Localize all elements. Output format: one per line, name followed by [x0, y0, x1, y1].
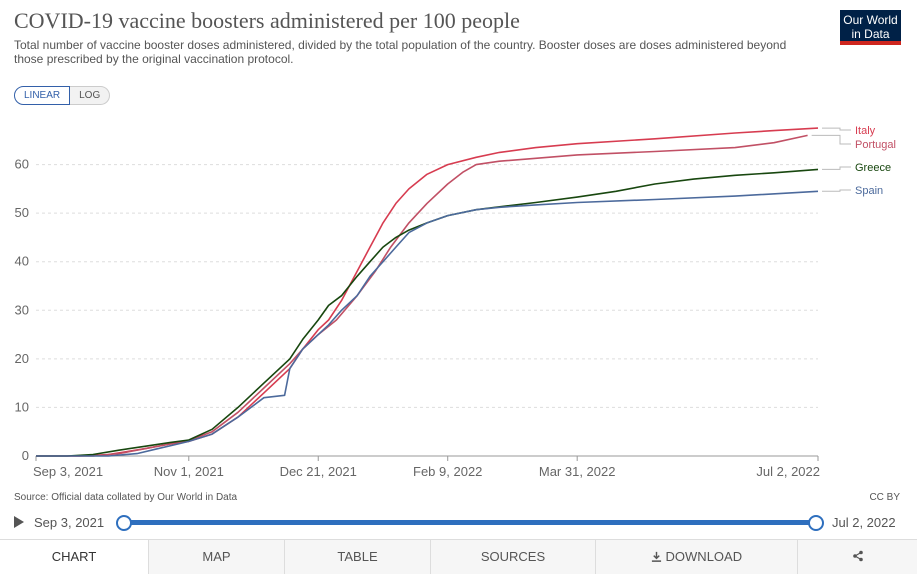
tab-map[interactable]: MAP: [148, 540, 284, 574]
y-tick-label: 0: [22, 448, 29, 463]
tab-bar: CHART MAP TABLE SOURCES DOWNLOAD: [0, 539, 917, 574]
download-label: DOWNLOAD: [665, 549, 743, 564]
chart-subtitle: Total number of vaccine booster doses ad…: [14, 38, 787, 66]
legend-connector: [822, 127, 851, 131]
logo-line-1: Our World: [843, 13, 898, 27]
tab-chart[interactable]: CHART: [0, 540, 148, 574]
license-link[interactable]: CC BY: [869, 492, 900, 503]
timeline-start-handle[interactable]: [116, 515, 132, 531]
x-axis: Sep 3, 2021 Nov 1, 2021 Dec 21, 2021 Feb 9,…: [33, 456, 820, 479]
play-icon[interactable]: [14, 516, 24, 528]
series-line-italy: [36, 127, 819, 457]
x-tick-label: Mar 31, 2022: [539, 464, 616, 479]
y-tick-label: 60: [15, 157, 29, 172]
x-tick-label: Dec 21, 2021: [280, 464, 357, 479]
series-line-portugal: [36, 134, 808, 457]
legend-connector: [811, 134, 851, 145]
linear-scale-button[interactable]: LINEAR: [14, 86, 71, 105]
gridlines: [36, 164, 818, 457]
scale-toggle: LINEAR LOG: [14, 86, 111, 105]
logo-line-2: in Data: [851, 27, 890, 41]
x-tick-label: Feb 9, 2022: [413, 464, 482, 479]
owid-logo[interactable]: Our World in Data: [840, 10, 901, 45]
tab-table[interactable]: TABLE: [284, 540, 430, 574]
timeline-track[interactable]: [123, 520, 815, 525]
legend-connector: [822, 166, 851, 170]
legend-label-portugal: Portugal: [855, 139, 896, 151]
series-lines: [36, 127, 819, 457]
y-tick-label: 20: [15, 351, 29, 366]
legend-label-greece: Greece: [855, 162, 891, 174]
legend-label-italy: Italy: [855, 125, 876, 137]
y-axis: 0 10 20 30 40 50 60: [15, 157, 29, 463]
y-tick-label: 50: [15, 205, 29, 220]
timeline: Sep 3, 2021 Jul 2, 2022: [0, 512, 917, 534]
log-scale-button[interactable]: LOG: [70, 86, 111, 105]
series-line-greece: [36, 168, 819, 457]
timeline-end-label: Jul 2, 2022: [832, 515, 896, 530]
legend-label-spain: Spain: [855, 185, 883, 197]
x-tick-label: Jul 2, 2022: [756, 464, 820, 479]
timeline-end-handle[interactable]: [808, 515, 824, 531]
y-tick-label: 40: [15, 254, 29, 269]
download-icon: [651, 549, 666, 564]
series-line-spain: [36, 190, 819, 457]
timeline-start-label: Sep 3, 2021: [34, 515, 105, 530]
y-tick-label: 10: [15, 399, 29, 414]
source-note[interactable]: Source: Official data collated by Our Wo…: [14, 492, 238, 503]
y-tick-label: 30: [15, 302, 29, 317]
legend: Italy Portugal Greece Spain: [811, 125, 896, 197]
tab-download[interactable]: DOWNLOAD: [595, 540, 797, 574]
share-icon: [852, 549, 864, 564]
chart-title: COVID-19 vaccine boosters administered p…: [14, 8, 520, 33]
share-button[interactable]: [797, 540, 917, 574]
x-tick-label: Sep 3, 2021: [33, 464, 103, 479]
tab-sources[interactable]: SOURCES: [430, 540, 595, 574]
x-tick-label: Nov 1, 2021: [154, 464, 224, 479]
legend-connector: [822, 189, 851, 192]
